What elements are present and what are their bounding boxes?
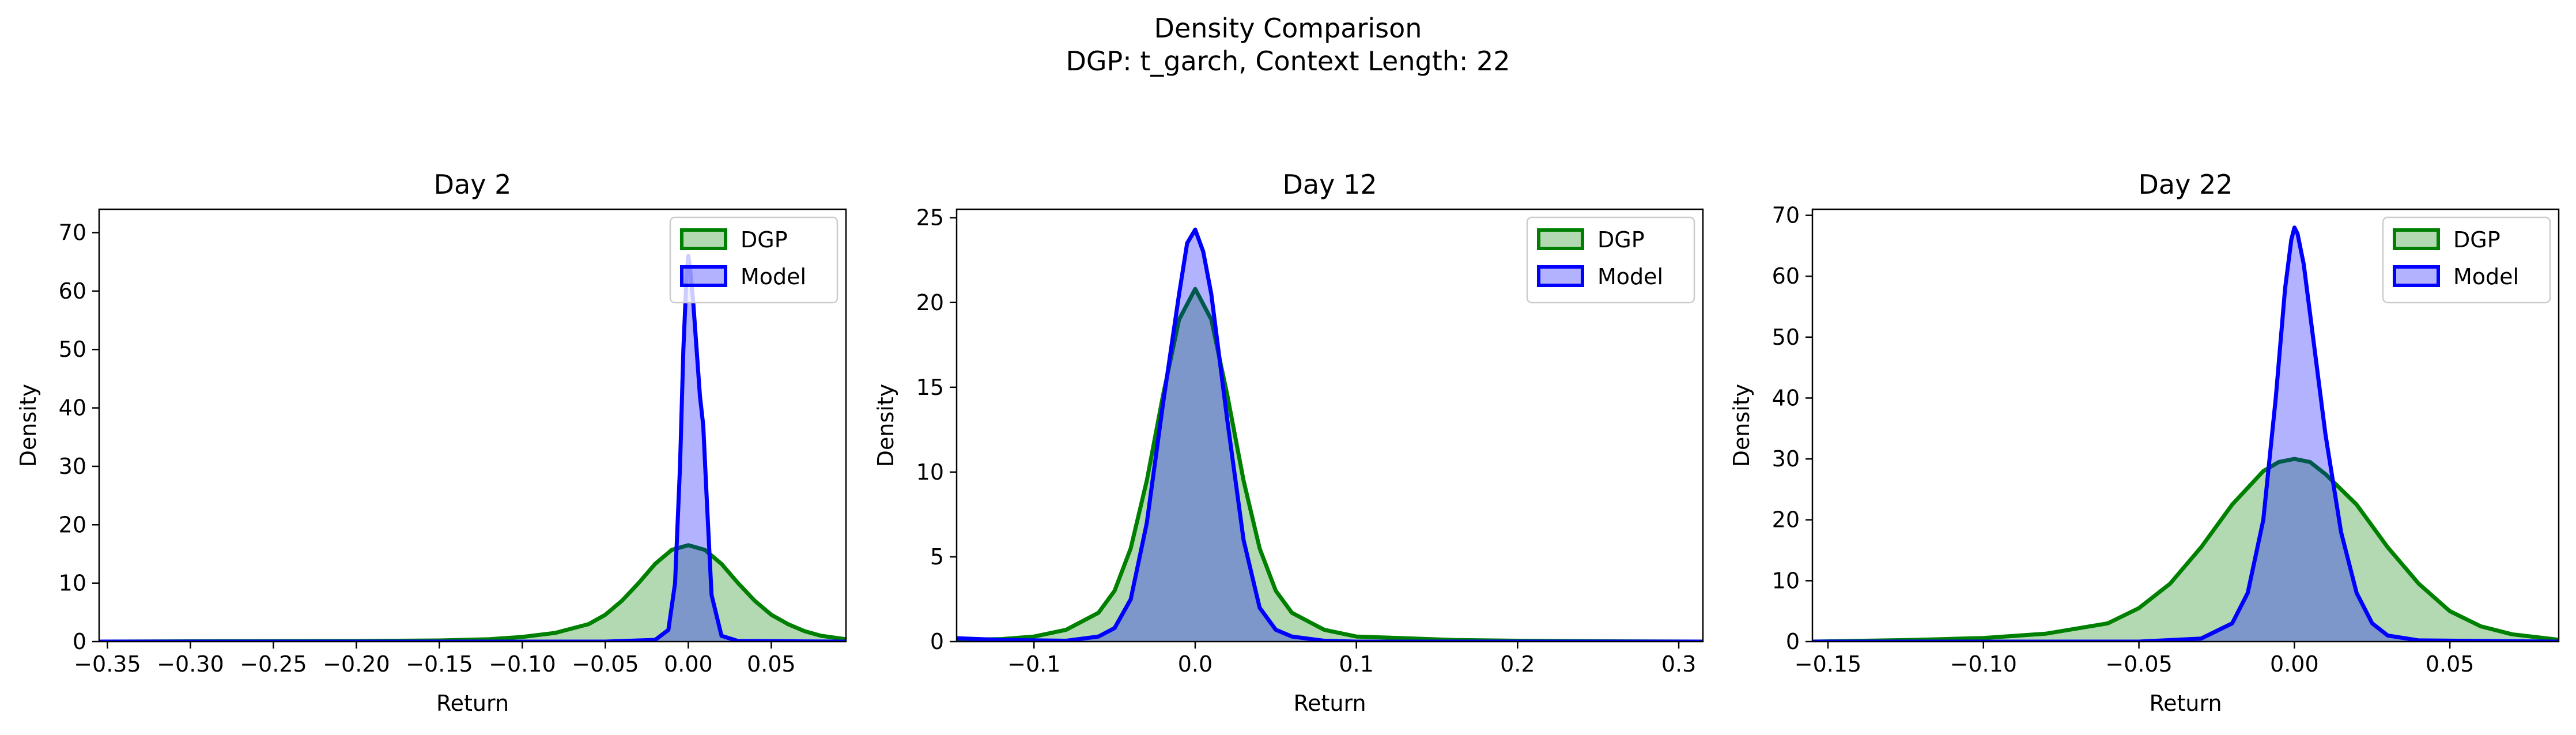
x-tick-label: 0.00 [664, 651, 713, 677]
legend-swatch-model [1537, 265, 1584, 287]
legend-swatch-dgp [1537, 228, 1584, 250]
x-tick-label: −0.10 [1950, 651, 2017, 677]
density-area-model [99, 256, 846, 642]
legend-label-model: Model [2453, 264, 2519, 289]
y-tick-label: 5 [930, 544, 944, 570]
x-axis-label: Return [1293, 691, 1366, 716]
y-axis-label: Density [873, 384, 898, 467]
x-axis-label: Return [2149, 691, 2222, 716]
legend: DGP Model [669, 216, 838, 304]
y-axis-label: Density [1729, 384, 1754, 467]
panel-title: Day 2 [434, 169, 512, 200]
x-axis-label: Return [436, 691, 509, 716]
x-tick-label: −0.15 [1795, 651, 1861, 677]
chart-panels: −0.35 −0.30 −0.25 −0.20 −0.15 −0.10 −0.05 0.00 0… [16, 169, 2560, 716]
chart-panel-2: −0.1 0.0 0.1 0.2 0.3 0 5 10 15 20 25 Day 12 Return De… [873, 169, 1704, 716]
figure-title-line2: DGP: t_garch, Context Length: 22 [1066, 46, 1510, 77]
y-tick-label: 70 [59, 220, 86, 246]
panel-title: Day 12 [1283, 169, 1377, 200]
y-tick-label: 60 [59, 278, 86, 304]
y-tick-label: 20 [916, 290, 944, 315]
x-tick-label: 0.3 [1661, 651, 1696, 677]
figure-title-line1: Density Comparison [1154, 13, 1422, 44]
y-tick-label: 20 [1772, 507, 1800, 533]
y-tick-label: 70 [1772, 203, 1800, 228]
y-tick-label: 10 [59, 571, 86, 596]
legend-label-dgp: DGP [2453, 227, 2501, 252]
y-tick-label: 10 [1772, 568, 1800, 593]
y-tick-label: 0 [1786, 629, 1800, 654]
legend-label-model: Model [741, 264, 806, 289]
x-tick-label: −0.35 [74, 651, 141, 677]
legend-swatch-dgp [680, 228, 727, 250]
y-tick-label: 30 [59, 454, 86, 479]
legend: DGP Model [1526, 216, 1695, 304]
x-tick-label: 0.2 [1500, 651, 1535, 677]
density-area-dgp [99, 545, 846, 642]
series-group [957, 227, 1703, 642]
series-group [1812, 225, 2559, 642]
x-tick-label: −0.1 [1007, 651, 1060, 677]
density-area-dgp [957, 289, 1703, 642]
y-tick-label: 50 [1772, 325, 1800, 350]
x-tick-label: 0.00 [2270, 651, 2319, 677]
x-tick-label: −0.05 [2105, 651, 2172, 677]
x-tick-label: −0.25 [240, 651, 307, 677]
legend-label-model: Model [1597, 264, 1663, 289]
chart-panel-3: −0.15 −0.10 −0.05 0.00 0.05 0 10 20 30 40 50 60 70 Da… [1729, 169, 2560, 716]
density-line-dgp [957, 287, 1703, 642]
y-tick-label: 25 [916, 205, 944, 231]
series-group [99, 254, 846, 642]
legend-swatch-dgp [2393, 228, 2440, 250]
y-tick-label: 30 [1772, 446, 1800, 472]
x-tick-label: 0.0 [1178, 651, 1213, 677]
y-tick-label: 40 [59, 395, 86, 421]
plot-frame [98, 208, 847, 643]
plot-frame [955, 208, 1704, 643]
panel-title: Day 22 [2139, 169, 2233, 200]
x-tick-label: 0.05 [747, 651, 796, 677]
legend-swatch-model [2393, 265, 2440, 287]
x-tick-label: −0.20 [323, 651, 390, 677]
x-tick-label: −0.15 [406, 651, 473, 677]
x-tick-label: −0.30 [157, 651, 224, 677]
y-tick-label: 0 [73, 629, 86, 654]
legend-swatch-model [680, 265, 727, 287]
density-area-dgp [1812, 459, 2559, 642]
y-tick-label: 20 [59, 512, 86, 537]
legend: DGP Model [2382, 216, 2551, 304]
y-tick-label: 15 [916, 375, 944, 400]
density-line-dgp [1812, 457, 2559, 642]
legend-label-dgp: DGP [741, 227, 788, 252]
y-tick-label: 50 [59, 337, 86, 362]
y-tick-label: 0 [930, 629, 944, 654]
y-axis-label: Density [16, 384, 41, 467]
x-tick-label: −0.05 [572, 651, 639, 677]
chart-panel-1: −0.35 −0.30 −0.25 −0.20 −0.15 −0.10 −0.05 0.00 0… [16, 169, 847, 716]
x-tick-label: 0.05 [2426, 651, 2475, 677]
x-tick-label: −0.10 [489, 651, 556, 677]
legend-label-dgp: DGP [1597, 227, 1645, 252]
plot-frame [1811, 208, 2560, 643]
density-line-model [957, 227, 1703, 642]
y-tick-label: 60 [1772, 263, 1800, 289]
y-tick-label: 10 [916, 459, 944, 485]
y-tick-label: 40 [1772, 385, 1800, 410]
density-line-model [1812, 225, 2559, 642]
x-tick-label: 0.1 [1339, 651, 1373, 677]
